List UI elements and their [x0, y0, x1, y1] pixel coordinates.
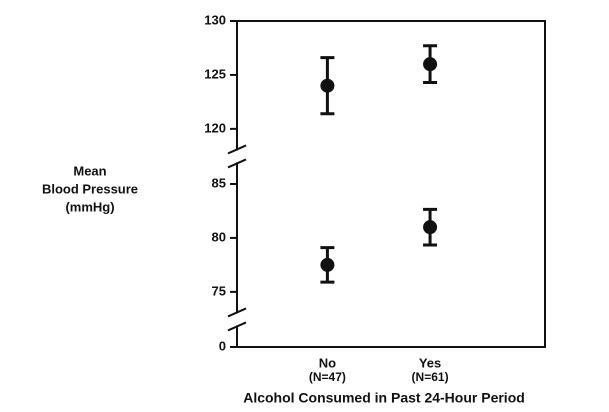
x-tick-note: (N=61) — [412, 370, 449, 384]
y-tick-label: 75 — [212, 283, 226, 298]
y-tick-label: 130 — [204, 12, 226, 27]
data-point — [320, 257, 335, 272]
data-point — [320, 78, 335, 93]
x-tick-note: (N=47) — [309, 370, 346, 384]
y-tick-label: 125 — [204, 66, 226, 81]
y-axis-label: Mean — [73, 163, 106, 178]
axis-break — [227, 144, 247, 155]
y-tick-label: 80 — [212, 229, 226, 244]
x-axis-label: Alcohol Consumed in Past 24-Hour Period — [243, 390, 525, 406]
data-point — [423, 220, 438, 235]
data-point — [423, 57, 438, 72]
x-tick-label: No — [319, 355, 336, 370]
axis-break — [227, 307, 247, 318]
y-tick-label: 120 — [204, 120, 226, 135]
plot-frame — [237, 20, 546, 348]
y-axis-label: (mmHg) — [65, 199, 114, 214]
y-axis-label: Blood Pressure — [42, 181, 138, 196]
y-tick-label: 0 — [219, 338, 226, 353]
x-tick-label: Yes — [419, 355, 441, 370]
y-tick-label: 85 — [212, 175, 226, 190]
